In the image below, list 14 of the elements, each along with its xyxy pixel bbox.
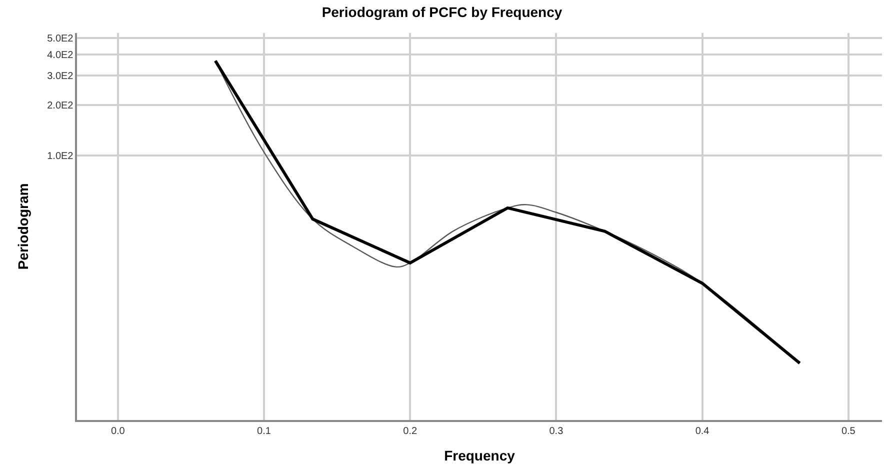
x-tick-label: 0.2 [403, 426, 418, 437]
x-tick-label: 0.3 [549, 426, 564, 437]
y-tick-label: 1.0E2 [47, 151, 74, 162]
y-tick-label: 4.0E2 [47, 50, 74, 61]
y-axis-title: Periodogram [15, 183, 32, 270]
x-tick-label: 0.4 [695, 426, 710, 437]
x-tick-label: 0.5 [841, 426, 856, 437]
x-tick-label: 0.0 [110, 426, 126, 437]
x-tick-label: 0.1 [257, 426, 272, 437]
x-axis-title: Frequency [444, 448, 516, 464]
y-tick-label: 2.0E2 [47, 100, 74, 112]
y-tick-label: 5.0E2 [47, 33, 74, 44]
chart-title: Periodogram of PCFC by Frequency [322, 4, 562, 20]
y-tick-label: 3.0E2 [47, 70, 74, 82]
